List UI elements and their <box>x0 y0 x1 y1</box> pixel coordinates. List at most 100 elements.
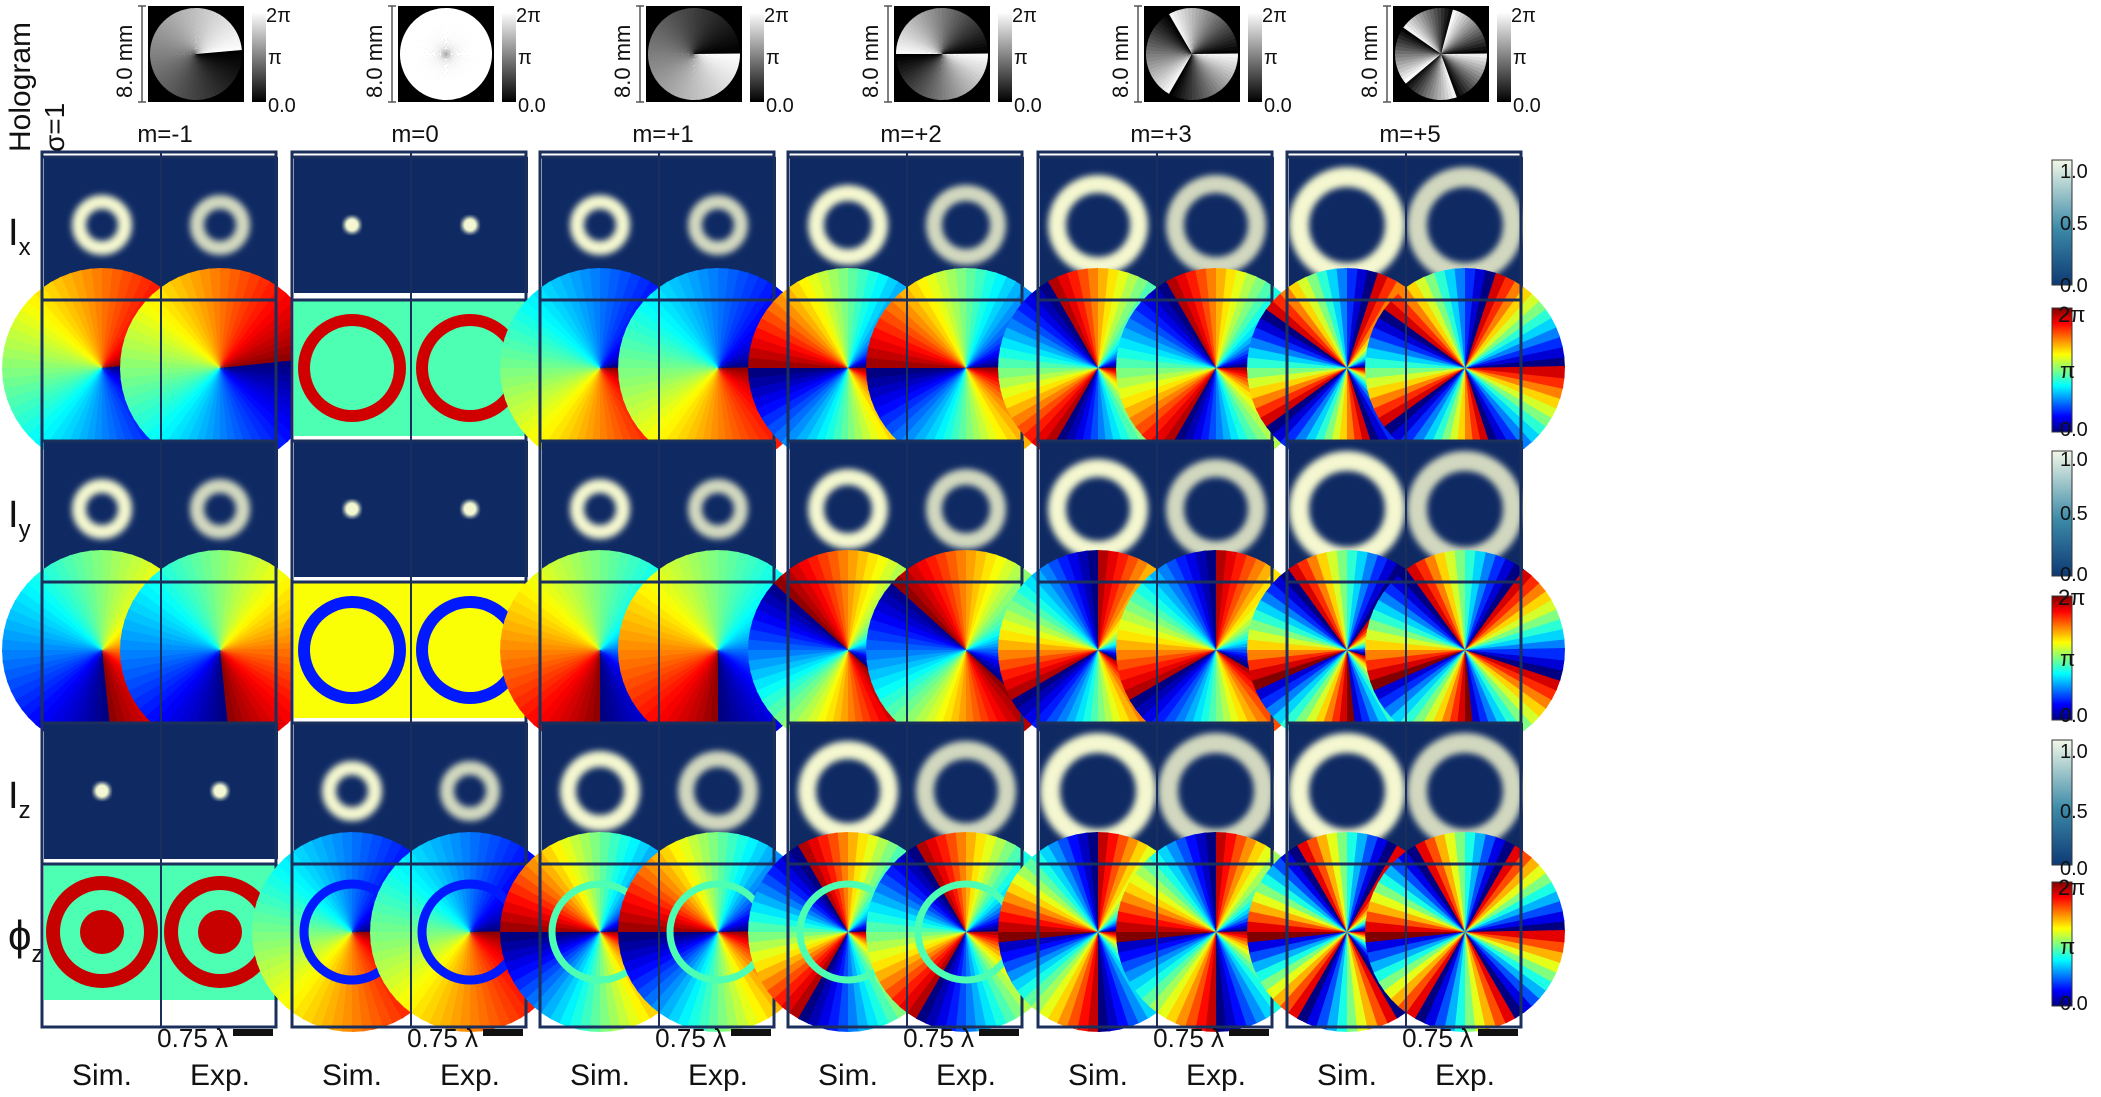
hologram-image <box>646 6 742 102</box>
cbar-label: 0.5 <box>2060 801 2088 823</box>
exp-column-label: Exp. <box>190 1059 250 1092</box>
cbar-label: 0.0 <box>2060 275 2088 297</box>
exp-cell <box>120 268 320 468</box>
hologram-bar-bottom: 0.0 <box>766 95 794 117</box>
exp-cell <box>162 723 278 859</box>
exp-column-label: Exp. <box>936 1059 996 1092</box>
hologram-bar-mid: π <box>1014 47 1028 69</box>
sim-cell <box>294 300 410 436</box>
hologram-bar-bottom: 0.0 <box>268 95 296 117</box>
hologram-scale-label: 8.0 mm <box>858 25 883 98</box>
hologram-image <box>1393 6 1489 102</box>
panel-m-4: 8.0 mm 2π π 0.0 m=+3 0.75 λ Sim. Exp. <box>998 5 1316 1092</box>
hologram-image <box>894 6 990 102</box>
hologram-image <box>1144 6 1240 102</box>
colorbars: 1.0 0.5 0.0 2π π 0.0 1.0 0.5 0.0 2π π 0.… <box>2051 159 2088 1015</box>
scale-bar-label: 0.75 λ <box>1153 1023 1224 1053</box>
hologram-bar-top: 2π <box>516 5 541 27</box>
exp-column-label: Exp. <box>1186 1059 1246 1092</box>
cbar-label: 0.5 <box>2060 213 2088 235</box>
cbar-label: 0.0 <box>2060 993 2088 1015</box>
hologram-image <box>398 6 494 102</box>
exp-cell <box>162 864 278 1000</box>
hologram-bar-top: 2π <box>1262 5 1287 27</box>
hologram-bar-mid: π <box>268 47 282 69</box>
hologram-bar-mid: π <box>518 47 532 69</box>
sim-cell <box>1040 157 1156 293</box>
m-label: m=0 <box>391 121 438 148</box>
exp-cell <box>412 441 528 577</box>
sim-cell <box>44 723 160 859</box>
hologram-bar-mid: π <box>1513 47 1527 69</box>
sim-column-label: Sim. <box>1068 1059 1128 1092</box>
intensity-colorbar-z: 1.0 0.5 0.0 <box>2051 739 2088 880</box>
exp-column-label: Exp. <box>1435 1059 1495 1092</box>
scale-bar-label: 0.75 λ <box>407 1023 478 1053</box>
scale-bar <box>1229 1029 1269 1036</box>
scale-bar-label: 0.75 λ <box>655 1023 726 1053</box>
sim-column-label: Sim. <box>818 1059 878 1092</box>
m-label: m=+2 <box>880 121 941 148</box>
hologram-label: Hologram <box>4 22 37 152</box>
cbar-label: π <box>2060 358 2075 383</box>
scale-bar <box>979 1029 1019 1036</box>
exp-cell <box>412 157 528 293</box>
m-label: m=+5 <box>1379 121 1440 148</box>
exp-cell <box>412 582 528 718</box>
exp-cell <box>1365 550 1565 750</box>
sim-column-label: Sim. <box>570 1059 630 1092</box>
hologram-bar-mid: π <box>1264 47 1278 69</box>
scale-bar <box>731 1029 771 1036</box>
exp-cell <box>1365 832 1565 1032</box>
cbar-label: 2π <box>2058 302 2085 327</box>
scale-bar <box>483 1029 523 1036</box>
hologram-bar-top: 2π <box>1511 5 1536 27</box>
cbar-label: π <box>2060 934 2075 959</box>
sim-cell <box>790 441 906 577</box>
phase-colorbar-x: 2π π 0.0 <box>2051 302 2088 441</box>
cbar-label: 0.0 <box>2060 705 2088 727</box>
cbar-label: π <box>2060 646 2075 671</box>
phase-colorbar-z: 2π π 0.0 <box>2051 875 2088 1015</box>
hologram-bar-bottom: 0.0 <box>1264 95 1292 117</box>
m-label: m=+1 <box>632 121 693 148</box>
panel-m-0: 8.0 mm 2π π 0.0 m=-1 0.75 λ Sim. Exp. <box>2 5 320 1092</box>
hologram-scale-label: 8.0 mm <box>1357 25 1382 98</box>
row-label-iy: Iy <box>8 494 31 543</box>
hologram-bar-bottom: 0.0 <box>518 95 546 117</box>
hologram-scale-label: 8.0 mm <box>610 25 635 98</box>
sim-column-label: Sim. <box>1317 1059 1377 1092</box>
sim-cell <box>294 157 410 293</box>
cbar-label: 1.0 <box>2060 741 2088 763</box>
cbar-label: 0.0 <box>2060 564 2088 586</box>
hologram-bar-mid: π <box>766 47 780 69</box>
hologram-scale-label: 8.0 mm <box>112 25 137 98</box>
cbar-label: 0.5 <box>2060 503 2088 525</box>
intensity-colorbar-x: 1.0 0.5 0.0 <box>2051 159 2088 297</box>
hologram-bar-top: 2π <box>1012 5 1037 27</box>
scale-bar-label: 0.75 λ <box>1402 1023 1473 1053</box>
panel-m-5: 8.0 mm 2π π 0.0 m=+5 0.75 λ Sim. Exp. <box>1247 5 1565 1092</box>
phase-colorbar-y: 2π π 0.0 <box>2051 585 2088 727</box>
exp-column-label: Exp. <box>440 1059 500 1092</box>
panel-m-2: 8.0 mm 2π π 0.0 m=+1 0.75 λ Sim. Exp. <box>500 5 818 1092</box>
exp-column-label: Exp. <box>688 1059 748 1092</box>
hologram-bar-top: 2π <box>266 5 291 27</box>
hologram-bar-top: 2π <box>764 5 789 27</box>
hologram-bar-bottom: 0.0 <box>1014 95 1042 117</box>
cbar-label: 1.0 <box>2060 449 2088 471</box>
exp-cell <box>908 157 1024 293</box>
scale-bar-label: 0.75 λ <box>157 1023 228 1053</box>
cbar-label: 1.0 <box>2060 161 2088 183</box>
row-label-ix: Ix <box>8 212 31 261</box>
cbar-label: 0.0 <box>2060 419 2088 441</box>
hologram-scale-label: 8.0 mm <box>1108 25 1133 98</box>
m-label: m=-1 <box>137 121 192 148</box>
row-label-phiz: ϕz <box>8 912 44 968</box>
panels-group: 8.0 mm 2π π 0.0 m=-1 0.75 λ Sim. Exp. 8.0 mm 2π π 0… <box>2 5 1565 1092</box>
hologram-bar-bottom: 0.0 <box>1513 95 1541 117</box>
sim-column-label: Sim. <box>322 1059 382 1092</box>
cbar-label: 2π <box>2058 585 2085 610</box>
exp-cell <box>1365 268 1565 468</box>
